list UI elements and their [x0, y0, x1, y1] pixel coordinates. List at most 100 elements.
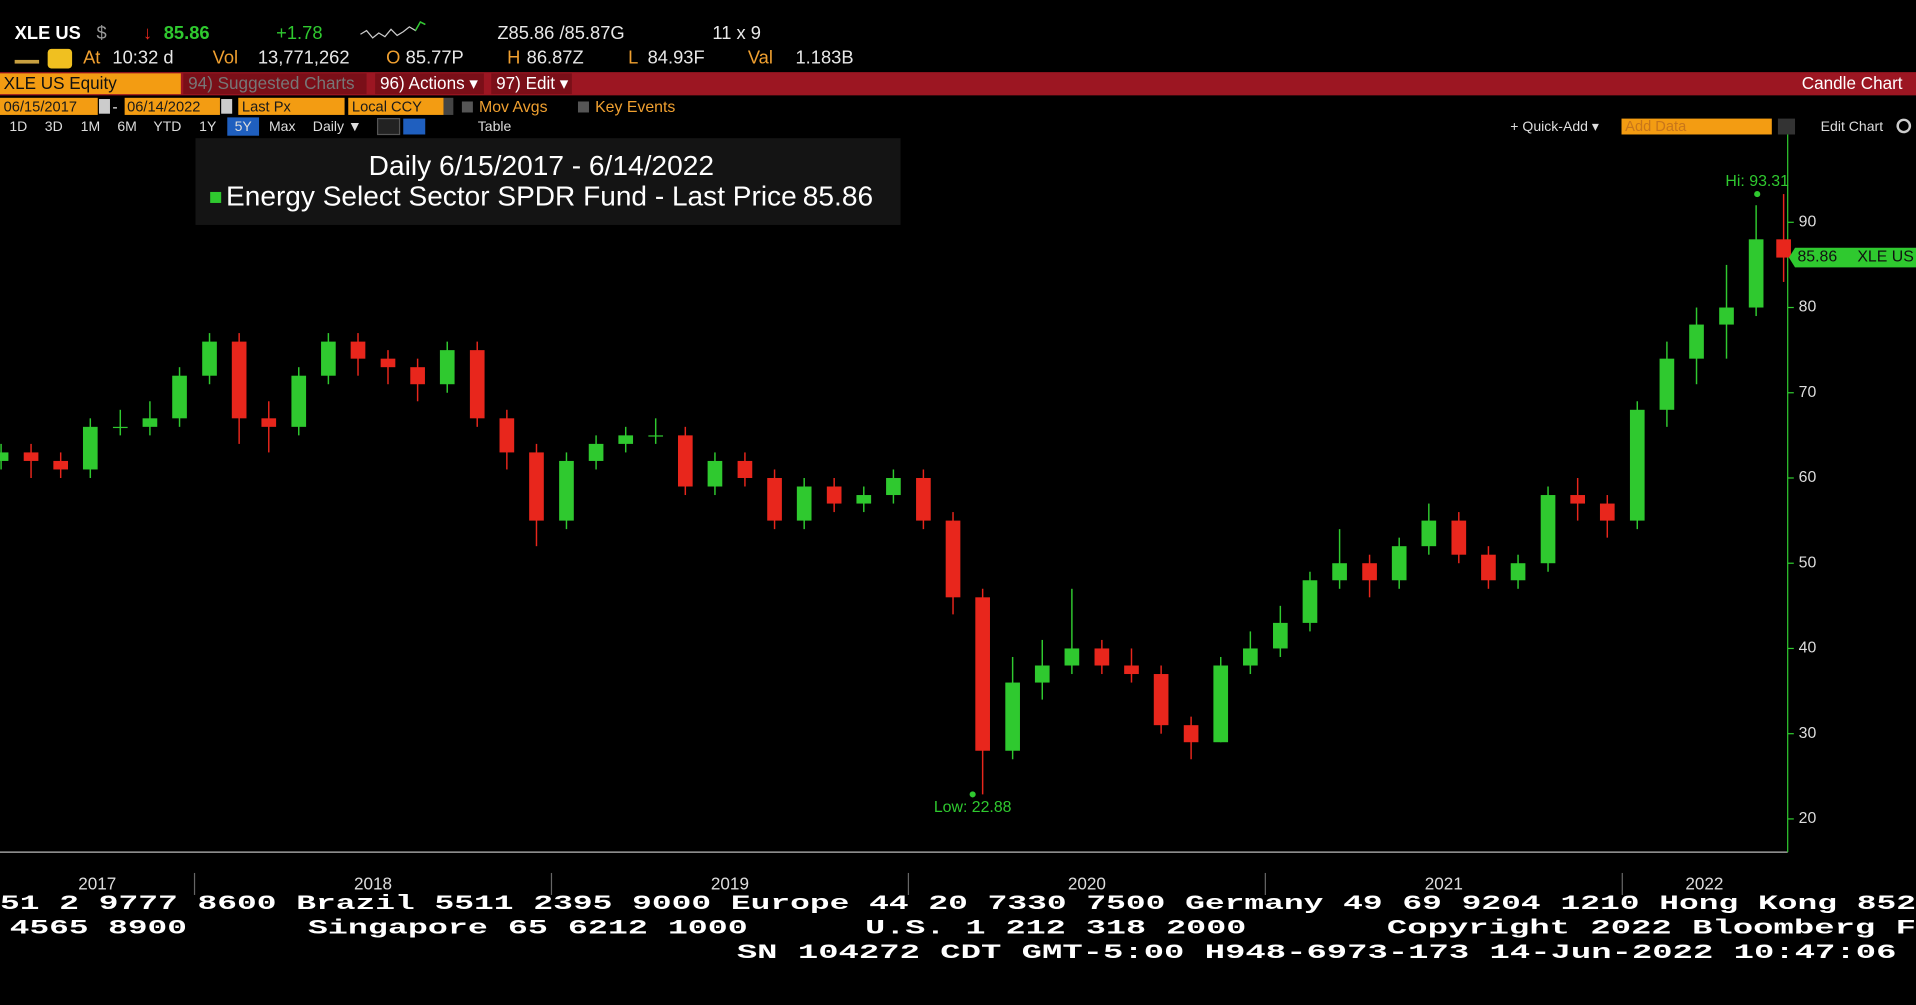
field-name[interactable]: Last Px [242, 99, 292, 115]
y-tick-label: 60 [1799, 469, 1817, 486]
currency-name[interactable]: Local CCY [352, 99, 422, 115]
security-name[interactable]: XLE US Equity [4, 74, 118, 93]
stat-value: 86.87Z [527, 47, 584, 68]
security-field[interactable] [0, 73, 181, 95]
footer-line: SN 104272 CDT GMT-5:00 H948-6973-173 14-… [737, 942, 1897, 965]
x-tick-label: 2017 [78, 875, 116, 894]
range-button[interactable]: YTD [153, 118, 181, 134]
menu-button[interactable] [183, 73, 367, 95]
edit-chart[interactable]: Edit Chart [1821, 118, 1884, 134]
candle-body [1776, 239, 1791, 258]
settings-icon[interactable] [1896, 118, 1912, 134]
range-button[interactable]: 1D [9, 118, 27, 134]
menu-button[interactable] [375, 73, 484, 95]
extreme-label: Hi: 93.31 [1725, 173, 1789, 190]
candle-body [380, 358, 396, 368]
candle-body [1451, 520, 1467, 555]
candle-chart: 20 30 40 50 60 70 80 90 2017 2018 2019 2020 2021 2022… [0, 134, 1916, 895]
y-tick-label: 30 [1799, 725, 1817, 742]
candle-body [1629, 409, 1645, 521]
candle-body [439, 350, 455, 385]
menu-button[interactable] [491, 73, 572, 95]
candle-body [529, 452, 544, 521]
y-tick-label: 50 [1799, 554, 1817, 571]
candle-body [886, 477, 901, 496]
ticker: XLE US [15, 22, 81, 43]
range-button[interactable]: Max [269, 118, 296, 134]
range-button[interactable]: 3D [45, 118, 63, 134]
add-data-field[interactable] [1621, 118, 1772, 135]
add-data[interactable]: Add Data [1625, 119, 1687, 135]
y-tick-label: 80 [1799, 299, 1817, 316]
quick-add[interactable]: + Quick-Add ▾ [1510, 118, 1599, 134]
alert-icon[interactable] [47, 48, 73, 69]
last-price-ticker: XLE US [1857, 249, 1913, 266]
candle-body [469, 350, 485, 419]
candle-body [1243, 648, 1258, 666]
candle-body [1183, 725, 1199, 743]
status-icon [14, 59, 40, 64]
last-price-value: 85.86 [1797, 249, 1837, 266]
candle-body [1391, 546, 1407, 581]
option-label[interactable]: Key Events [595, 99, 675, 116]
dropdown-arrow[interactable] [443, 97, 454, 115]
chart-title: Daily 6/15/2017 - 6/14/2022 [369, 150, 714, 181]
x-tick-label: 2022 [1685, 875, 1723, 894]
extreme-label: Low: 22.88 [934, 799, 1012, 816]
candle-body [261, 418, 277, 427]
collapse-button[interactable] [1777, 118, 1796, 135]
calendar-icon[interactable] [221, 99, 233, 114]
end-date[interactable]: 06/14/2022 [127, 99, 200, 115]
footer-segment: Copyright 2022 Bloomberg F [1387, 917, 1916, 940]
currency: $ [97, 22, 107, 43]
price-change: +1.78 [276, 22, 322, 43]
candle-body [916, 477, 931, 521]
field-select[interactable] [238, 97, 345, 115]
menu-item[interactable]: 97) Edit ▾ [496, 74, 569, 93]
candle-body [1273, 622, 1288, 649]
line-icon[interactable] [376, 117, 401, 136]
table-button[interactable]: Table [478, 118, 512, 134]
range-button[interactable]: 1M [81, 118, 101, 134]
extreme-marker [969, 791, 976, 798]
y-tick-label: 40 [1799, 640, 1817, 657]
currency-select[interactable] [348, 97, 444, 115]
period-select[interactable]: Daily ▼ [313, 118, 362, 134]
range-button[interactable]: 1Y [199, 118, 217, 134]
checkbox[interactable] [461, 101, 473, 113]
candle-body [1689, 324, 1704, 359]
candle-body [1034, 665, 1050, 683]
start-date-field[interactable] [0, 97, 98, 115]
candle-body [1570, 495, 1585, 504]
candle-icon[interactable] [403, 118, 426, 135]
candle-body [231, 341, 247, 419]
stat-label: L [628, 47, 638, 68]
range-selected[interactable] [227, 117, 260, 136]
candle-body [410, 367, 425, 385]
candle-body [0, 452, 9, 461]
calendar-icon[interactable] [98, 99, 110, 114]
y-tick-label: 20 [1799, 810, 1817, 827]
sparkline-end [414, 21, 426, 31]
footer-line: 51 2 9777 8600 Brazil 5511 2395 9000 Eur… [0, 893, 1916, 916]
option-label[interactable]: Mov Avgs [479, 99, 548, 116]
candle-body [856, 495, 872, 504]
candle-body [1362, 563, 1377, 581]
start-date[interactable]: 06/15/2017 [4, 99, 77, 115]
candle-body [618, 435, 634, 444]
stat-label: At [83, 47, 100, 68]
candle-body [1481, 554, 1496, 581]
last-price-tag [1788, 247, 1916, 268]
range-button[interactable]: 6M [117, 118, 137, 134]
legend-label: Energy Select Sector SPDR Fund - Last Pr… [226, 180, 797, 211]
menu-item[interactable]: 96) Actions ▾ [380, 74, 478, 93]
checkbox[interactable] [577, 101, 589, 113]
stat-value: 1.183B [795, 47, 853, 68]
end-date-field[interactable] [124, 97, 220, 115]
chart-type: Candle Chart [1802, 74, 1903, 93]
candle-body [588, 443, 604, 461]
range-button[interactable]: 5Y [235, 118, 253, 134]
menu-item[interactable]: 94) Suggested Charts [188, 74, 354, 93]
candle-body [1302, 580, 1318, 623]
candle-body [291, 375, 307, 427]
